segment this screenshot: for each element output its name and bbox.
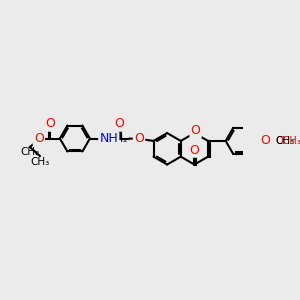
Text: O: O xyxy=(191,124,200,137)
Text: OCH₃: OCH₃ xyxy=(275,136,300,146)
Text: CH₂: CH₂ xyxy=(109,134,128,143)
Text: O: O xyxy=(34,132,44,145)
Text: O: O xyxy=(114,118,124,130)
Text: CH₃: CH₃ xyxy=(30,158,50,167)
Text: O: O xyxy=(45,118,55,130)
Text: O: O xyxy=(190,143,199,157)
Text: O: O xyxy=(260,134,270,147)
Text: CH₃: CH₃ xyxy=(275,136,295,146)
Text: CH₂: CH₂ xyxy=(20,147,40,157)
Text: O: O xyxy=(134,132,144,145)
Text: NH: NH xyxy=(99,132,118,145)
